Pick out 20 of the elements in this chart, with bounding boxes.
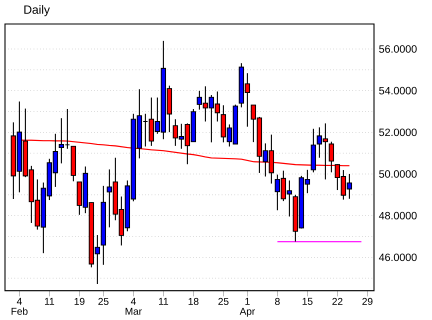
x-tick-label: 8 <box>275 298 280 305</box>
x-tick-label: 4 Feb <box>12 298 28 315</box>
x-tick-label: 11 <box>158 298 168 305</box>
x-tick-label: 11 <box>44 298 54 305</box>
x-tick-label: 22 <box>332 298 342 305</box>
x-tick-label: 25 <box>98 298 109 305</box>
x-tick-label: 18 <box>188 298 199 305</box>
y-tick-label: 46.0000 <box>378 254 417 262</box>
y-tick-label: 48.0000 <box>378 212 417 220</box>
chart-title: Daily <box>24 5 50 16</box>
y-tick-label: 50.0000 <box>379 170 417 178</box>
x-tick-label: 4 Mar <box>126 298 142 315</box>
x-tick-label: 29 <box>362 298 372 305</box>
x-tick-label: 1 Apr <box>240 298 255 317</box>
x-tick-label: 15 <box>302 298 313 305</box>
y-tick-label: 56.0000 <box>379 45 417 53</box>
x-tick-label: 25 <box>218 298 229 305</box>
y-tick-label: 52.0000 <box>379 128 417 136</box>
y-tick-label: 54.0000 <box>379 86 417 94</box>
x-tick-label: 19 <box>74 298 84 305</box>
